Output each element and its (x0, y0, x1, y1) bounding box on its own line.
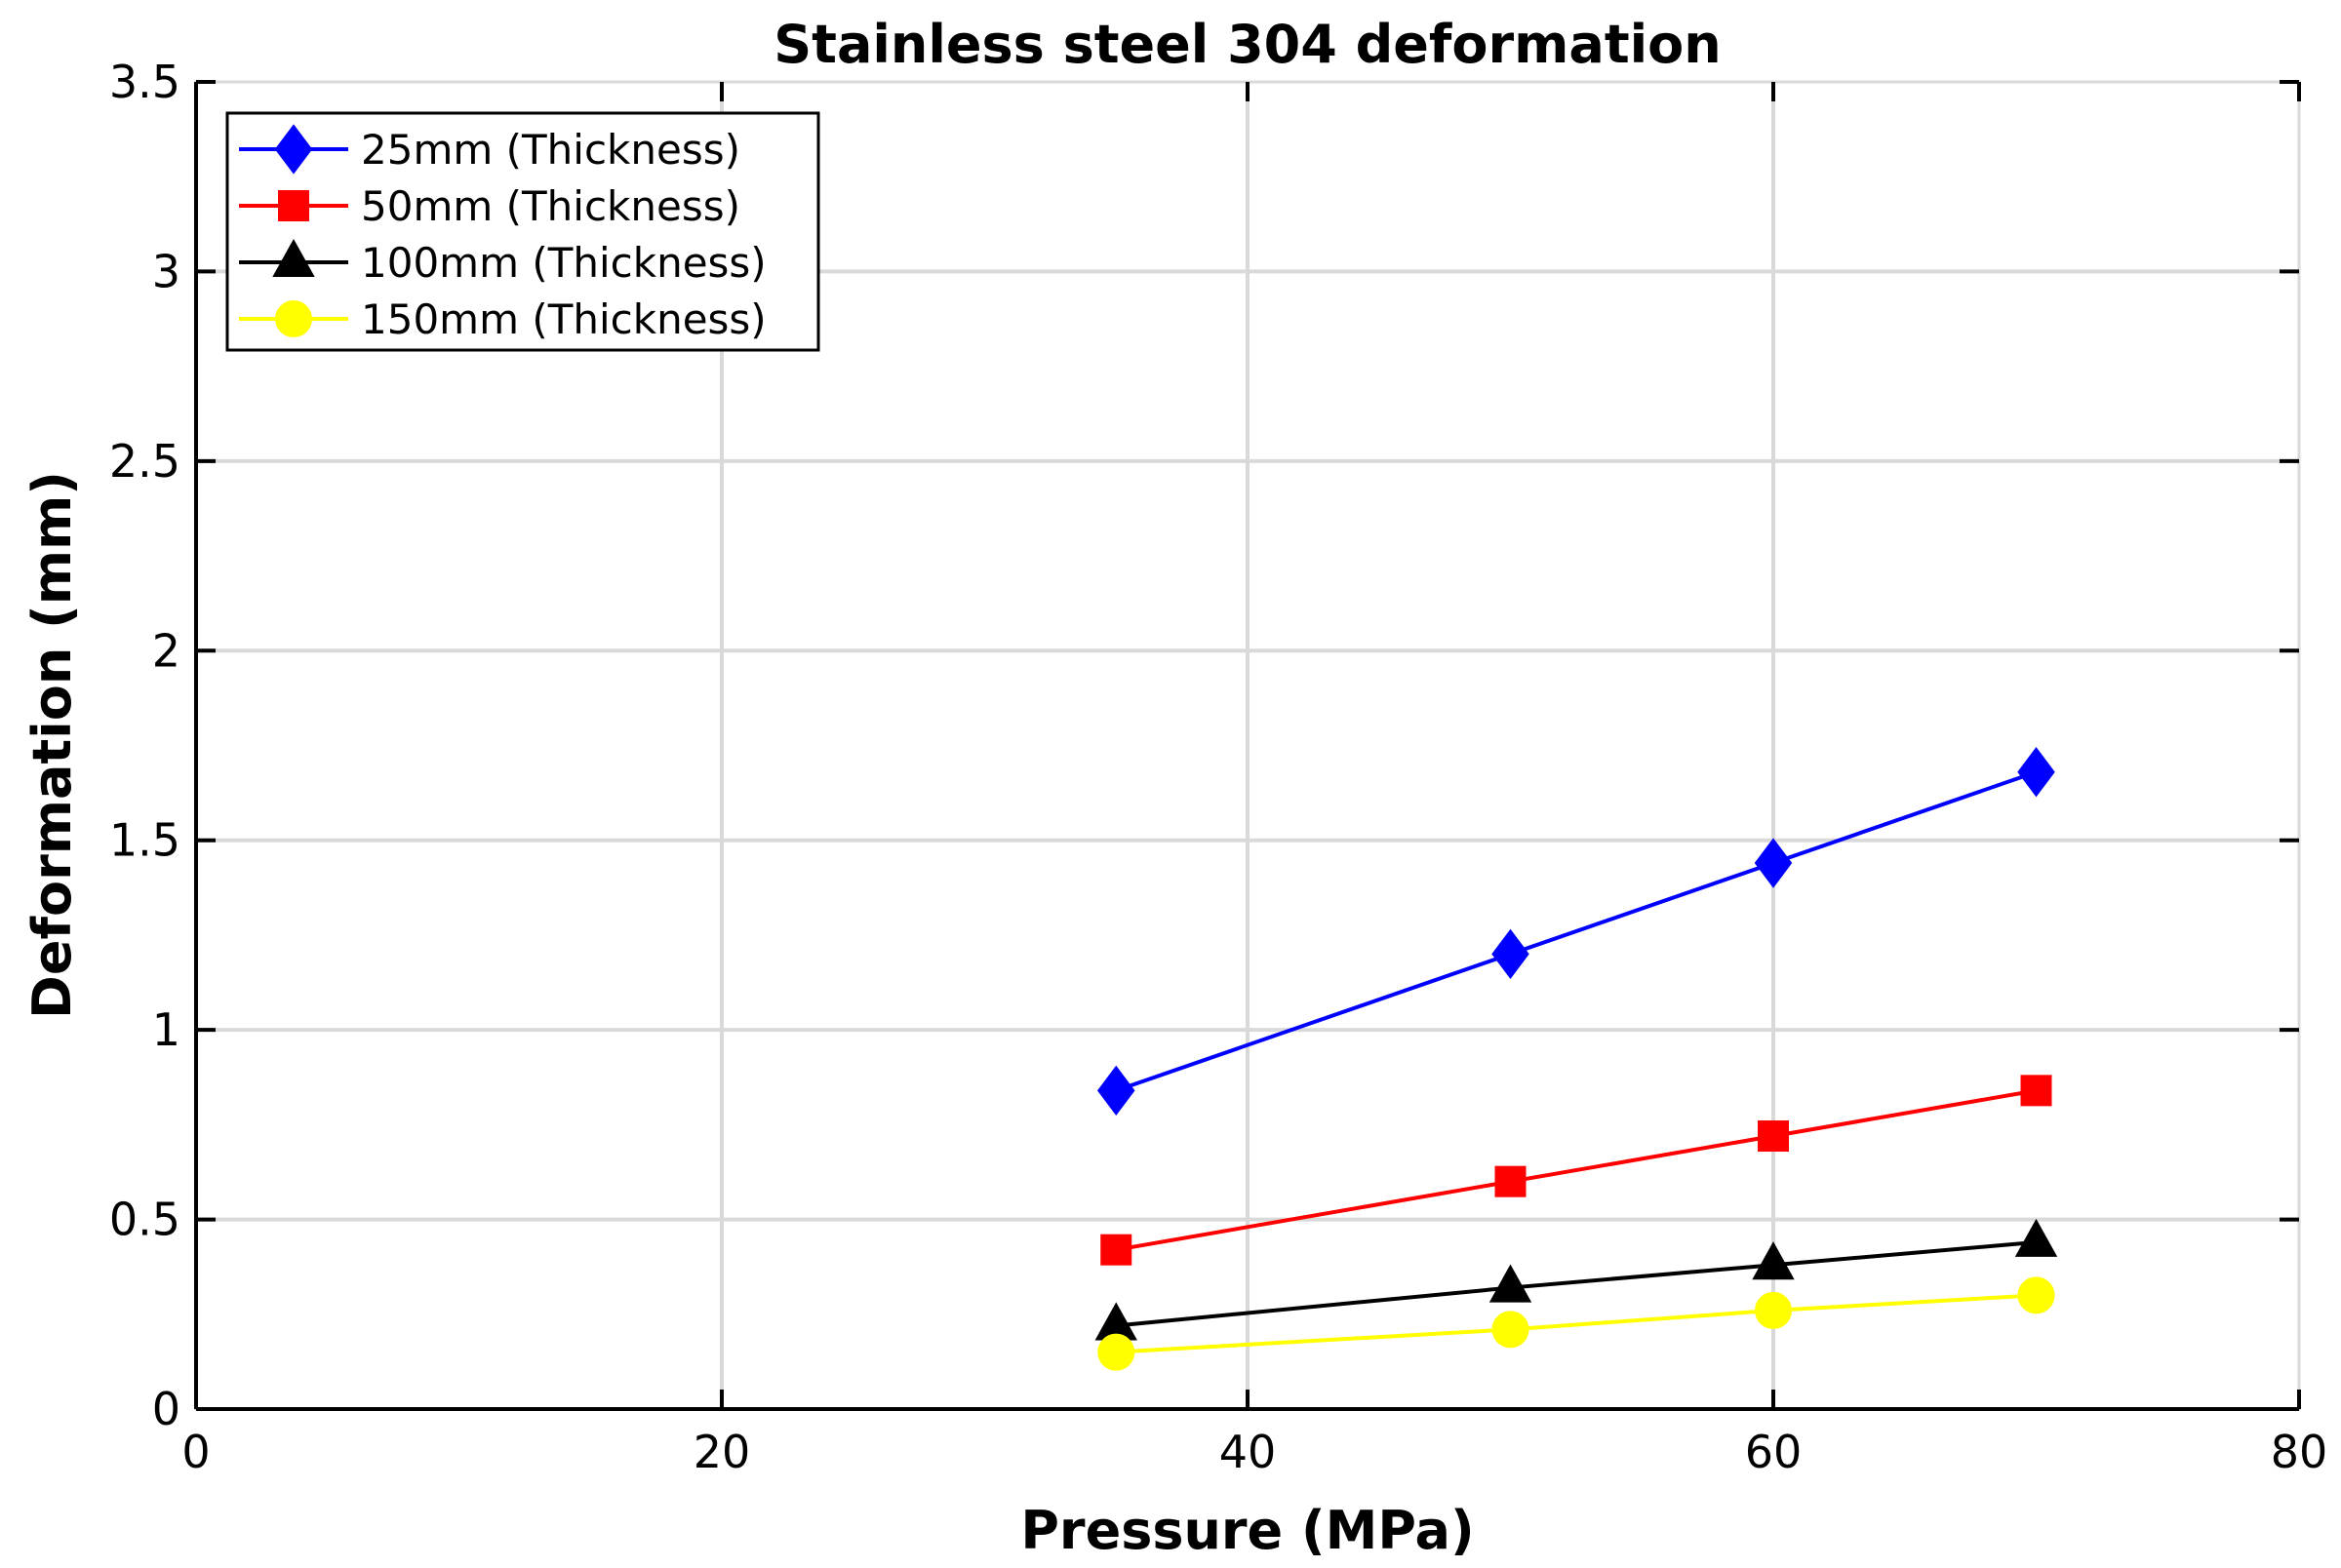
data-point (2020, 1075, 2052, 1107)
x-tick-label: 80 (2271, 1426, 2328, 1478)
legend-label: 100mm (Thickness) (361, 239, 767, 287)
axis-ticks: 0 20 40 60 80 0 0.5 1 1.5 2 2.5 3 3.5 (109, 56, 2327, 1478)
data-point (1100, 1234, 1132, 1266)
legend-entry-4: 150mm (Thickness) (239, 295, 767, 343)
legend-entries: 25mm (Thickness) 50mm (Thickness) 100mm (T… (239, 124, 767, 343)
legend-label: 150mm (Thickness) (361, 295, 767, 343)
series-1 (1097, 747, 2055, 1117)
legend-marker (272, 238, 315, 277)
y-tick-label: 1.5 (109, 814, 180, 867)
x-tick-label: 20 (694, 1426, 751, 1478)
series-2 (1100, 1075, 2052, 1266)
x-tick-label: 40 (1219, 1426, 1277, 1478)
data-point (1754, 838, 1793, 888)
legend-marker (275, 300, 312, 337)
legend-marker (278, 190, 309, 221)
y-tick-label: 0.5 (109, 1194, 180, 1246)
data-series (1094, 747, 2058, 1371)
legend-entry-1: 25mm (Thickness) (239, 124, 740, 175)
series-3 (1094, 1218, 2058, 1341)
series-line (1116, 1293, 2037, 1354)
data-point (2017, 747, 2055, 798)
x-tick-label: 60 (1745, 1426, 1803, 1478)
y-tick-label: 3 (152, 245, 180, 297)
series-line (1115, 1088, 2037, 1252)
data-point (1491, 928, 1529, 980)
legend-label: 50mm (Thickness) (361, 182, 740, 230)
chart-title: Stainless steel 304 deformation (774, 14, 1721, 75)
legend-marker (274, 124, 313, 175)
legend-box (225, 111, 820, 352)
data-point (2017, 1276, 2055, 1314)
data-point (1488, 1264, 1532, 1303)
data-point (1491, 1311, 1529, 1349)
legend-label: 25mm (Thickness) (361, 126, 740, 174)
series-4 (1097, 1276, 2055, 1371)
series-line (1116, 1239, 2037, 1328)
data-point (1097, 1065, 1135, 1117)
y-tick-label: 2 (152, 624, 180, 677)
y-tick-label: 0 (152, 1383, 180, 1435)
x-axis-label: Pressure (MPa) (1020, 1500, 1474, 1561)
data-point (1097, 1333, 1135, 1371)
y-tick-label: 2.5 (109, 435, 180, 488)
data-point (1755, 1291, 1792, 1329)
y-axis-label: Deformation (mm) (21, 471, 83, 1019)
data-point (1752, 1241, 1795, 1280)
series-line (1115, 769, 2038, 1093)
legend: 25mm (Thickness) 50mm (Thickness) 100mm (T… (225, 111, 820, 352)
legend-entry-2: 50mm (Thickness) (239, 182, 740, 230)
legend-entry-3: 100mm (Thickness) (239, 238, 767, 287)
data-point (2014, 1218, 2058, 1257)
data-point (1758, 1120, 1789, 1153)
y-tick-label: 3.5 (109, 56, 180, 108)
y-tick-label: 1 (152, 1003, 180, 1056)
data-point (1494, 1165, 1527, 1197)
x-tick-label: 0 (181, 1426, 210, 1478)
